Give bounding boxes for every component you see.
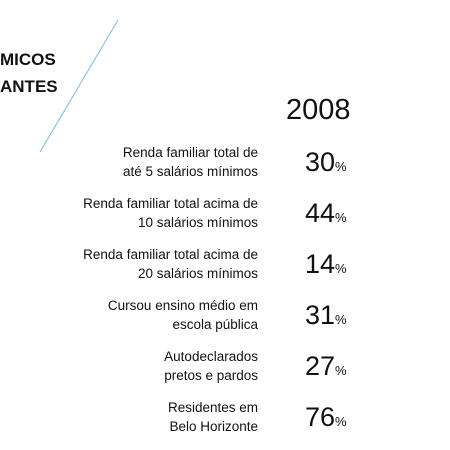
label-line: Renda familiar total acima de (83, 247, 258, 262)
title-line: ANTES (0, 77, 58, 96)
row-label: Cursou ensino médio em escola pública (108, 296, 258, 334)
value-unit: % (335, 210, 347, 225)
value-number: 27 (305, 351, 336, 381)
label-line: Belo Horizonte (169, 419, 258, 434)
label-line: 10 salários mínimos (137, 215, 258, 230)
row-value: 31% (305, 300, 347, 335)
value-unit: % (335, 414, 347, 429)
row-label: Residentes em Belo Horizonte (168, 398, 258, 436)
label-line: 20 salários mínimos (137, 266, 258, 281)
value-number: 44 (305, 198, 336, 228)
row-label: Renda familiar total acima de 10 salários… (83, 194, 258, 232)
label-line: até 5 salários mínimos (122, 164, 258, 179)
label-line: Renda familiar total acima de (83, 196, 258, 211)
row-value: 44% (305, 198, 347, 233)
title-line: MICOS (0, 50, 56, 69)
value-number: 31 (305, 300, 336, 330)
value-number: 76 (305, 402, 336, 432)
row-value: 76% (305, 402, 347, 437)
value-number: 30 (305, 147, 336, 177)
diagonal-line (39, 19, 119, 153)
value-unit: % (335, 261, 347, 276)
label-line: Autodeclarados (164, 349, 258, 364)
value-number: 14 (305, 249, 336, 279)
row-value: 14% (305, 249, 347, 284)
value-unit: % (335, 363, 347, 378)
row-label: Renda familiar total de até 5 salários mí… (123, 143, 258, 181)
value-unit: % (335, 312, 347, 327)
label-line: escola pública (172, 317, 258, 332)
year: 2008 (286, 94, 351, 126)
row-label: Autodeclarados pretos e pardos (164, 347, 258, 385)
value-unit: % (335, 159, 347, 174)
label-line: Residentes em (167, 400, 258, 415)
label-line: pretos e pardos (164, 368, 258, 383)
label-line: Renda familiar total de (122, 145, 258, 160)
row-value: 27% (305, 351, 347, 386)
label-line: Cursou ensino médio em (107, 298, 258, 313)
row-value: 30% (305, 147, 347, 182)
row-label: Renda familiar total acima de 20 salários… (83, 245, 258, 283)
